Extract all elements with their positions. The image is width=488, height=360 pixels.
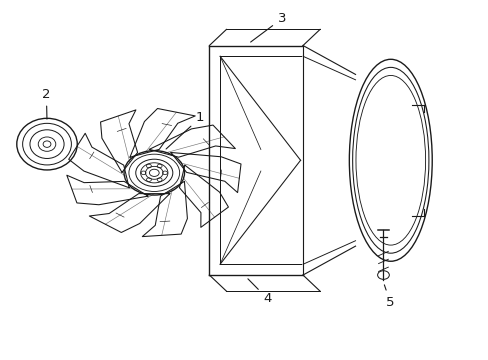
Text: 3: 3 (250, 12, 285, 42)
Text: 5: 5 (384, 285, 394, 309)
Text: 2: 2 (42, 87, 51, 119)
Text: 4: 4 (247, 279, 271, 305)
Text: 1: 1 (166, 111, 204, 149)
